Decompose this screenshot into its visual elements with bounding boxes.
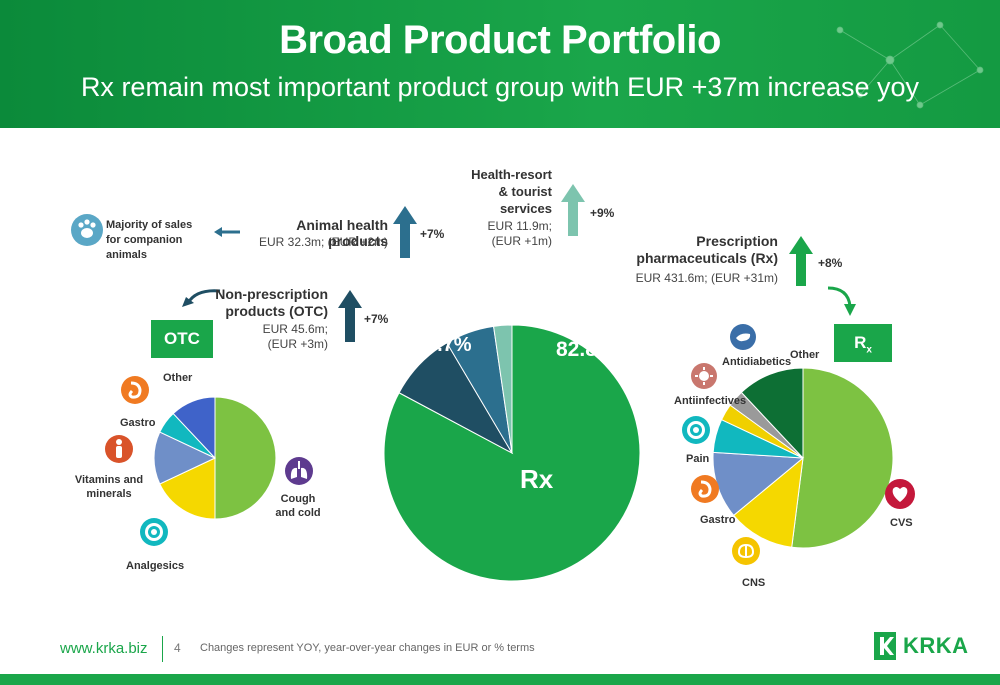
brain-icon (732, 537, 760, 565)
heart-icon (885, 479, 915, 509)
pie-main-slice-health-resort-tourist-services (493, 324, 513, 454)
rx-title: Prescription pharmaceuticals (Rx) (636, 233, 778, 266)
rx-label-antidiabetics: Antidiabetics (722, 356, 792, 368)
krka-logo-text: KRKA (903, 633, 969, 658)
header-banner: Broad Product Portfolio Rx remain most i… (0, 0, 1000, 128)
animal-detail: EUR 32.3m; (EUR +2m) (258, 235, 388, 249)
resort-title: Health-resort & tourist services (471, 167, 552, 216)
main-label-otc: 8.7% (426, 334, 472, 356)
rx-label-cvs: CVS (890, 517, 913, 529)
footer-separator (162, 636, 163, 662)
main-label-resort: 2.3% (498, 272, 544, 294)
arrow-curved-icon (182, 289, 221, 307)
main-label-animal: 6.2% (462, 296, 508, 318)
target-icon-rx (682, 416, 710, 444)
footer-url[interactable]: www.krka.biz (60, 640, 148, 657)
otc-pie (153, 396, 277, 520)
page-number: 4 (174, 641, 181, 655)
rx-label-gastro: Gastro (700, 514, 736, 526)
rx-label-pain: Pain (686, 453, 710, 465)
pie-rx-slice-cvs (791, 367, 894, 549)
stomach-icon-rx (691, 475, 719, 503)
otc-detail: EUR 45.6m; (EUR +3m) (262, 322, 328, 351)
otc-label-other: Other (163, 372, 193, 384)
krka-logo-mark-icon (874, 632, 896, 660)
pie-otc-slice-analgesics (159, 457, 216, 520)
pie-otc-slice-other (172, 396, 216, 460)
paw-icon (71, 214, 103, 246)
otc-label-gastro: Gastro (120, 417, 156, 429)
body-icon (105, 435, 133, 463)
main-label-rx: 82.8% (556, 338, 616, 361)
rx-label-cns: CNS (742, 577, 766, 589)
arrow-left-icon (214, 227, 240, 237)
otc-label-analgesics: Analgesics (126, 560, 185, 572)
arrow-up-icon-rx (789, 236, 813, 286)
rx-label-other: Other (790, 349, 820, 361)
resort-detail: EUR 11.9m; (EUR +1m) (487, 219, 552, 248)
rx-label-antiinfectives: Antiinfectives (674, 395, 747, 407)
pie-otc-slice-vitamins-and-minerals (153, 431, 217, 485)
bottom-bar (0, 674, 1000, 685)
page-title: Broad Product Portfolio (279, 18, 721, 62)
pie-rx-slice-cns (732, 456, 804, 548)
arrow-up-icon-animal (393, 206, 417, 258)
pie-otc-slice-cough-and-cold (214, 396, 277, 520)
animal-title: Animal health products (296, 217, 388, 249)
otc-label-cough: Cough and cold (275, 493, 321, 519)
arrow-up-icon-otc (338, 290, 362, 342)
animal-note: Majority of sales for companion animals (106, 219, 193, 261)
page-subtitle: Rx remain most important product group w… (80, 72, 920, 102)
lungs-icon (285, 457, 313, 485)
otc-tag: OTC (151, 320, 213, 358)
stomach-icon-otc (121, 376, 149, 404)
otc-label-vitamins: Vitamins and minerals (74, 474, 144, 500)
pancreas-icon (730, 324, 756, 350)
otc-title: Non-prescription products (OTC) (215, 286, 328, 319)
rx-pie (712, 367, 894, 549)
target-icon-otc (140, 518, 168, 546)
otc-growth: +7% (364, 312, 389, 326)
rx-tag: Rx (834, 324, 892, 362)
network-decoration (836, 21, 984, 109)
pie-rx-slice-other (740, 367, 804, 460)
rx-detail: EUR 431.6m; (EUR +31m) (635, 271, 778, 285)
resort-growth: +9% (590, 206, 615, 220)
arrow-up-icon-resort (561, 184, 585, 236)
main-pie (383, 324, 641, 582)
virus-icon (691, 363, 717, 389)
main-center-rx: Rx (520, 464, 554, 494)
arrow-curved-icon-rx (827, 286, 856, 316)
animal-growth: +7% (420, 227, 445, 241)
rx-growth: +8% (818, 256, 843, 270)
footer-note: Changes represent YOY, year-over-year ch… (200, 642, 535, 654)
